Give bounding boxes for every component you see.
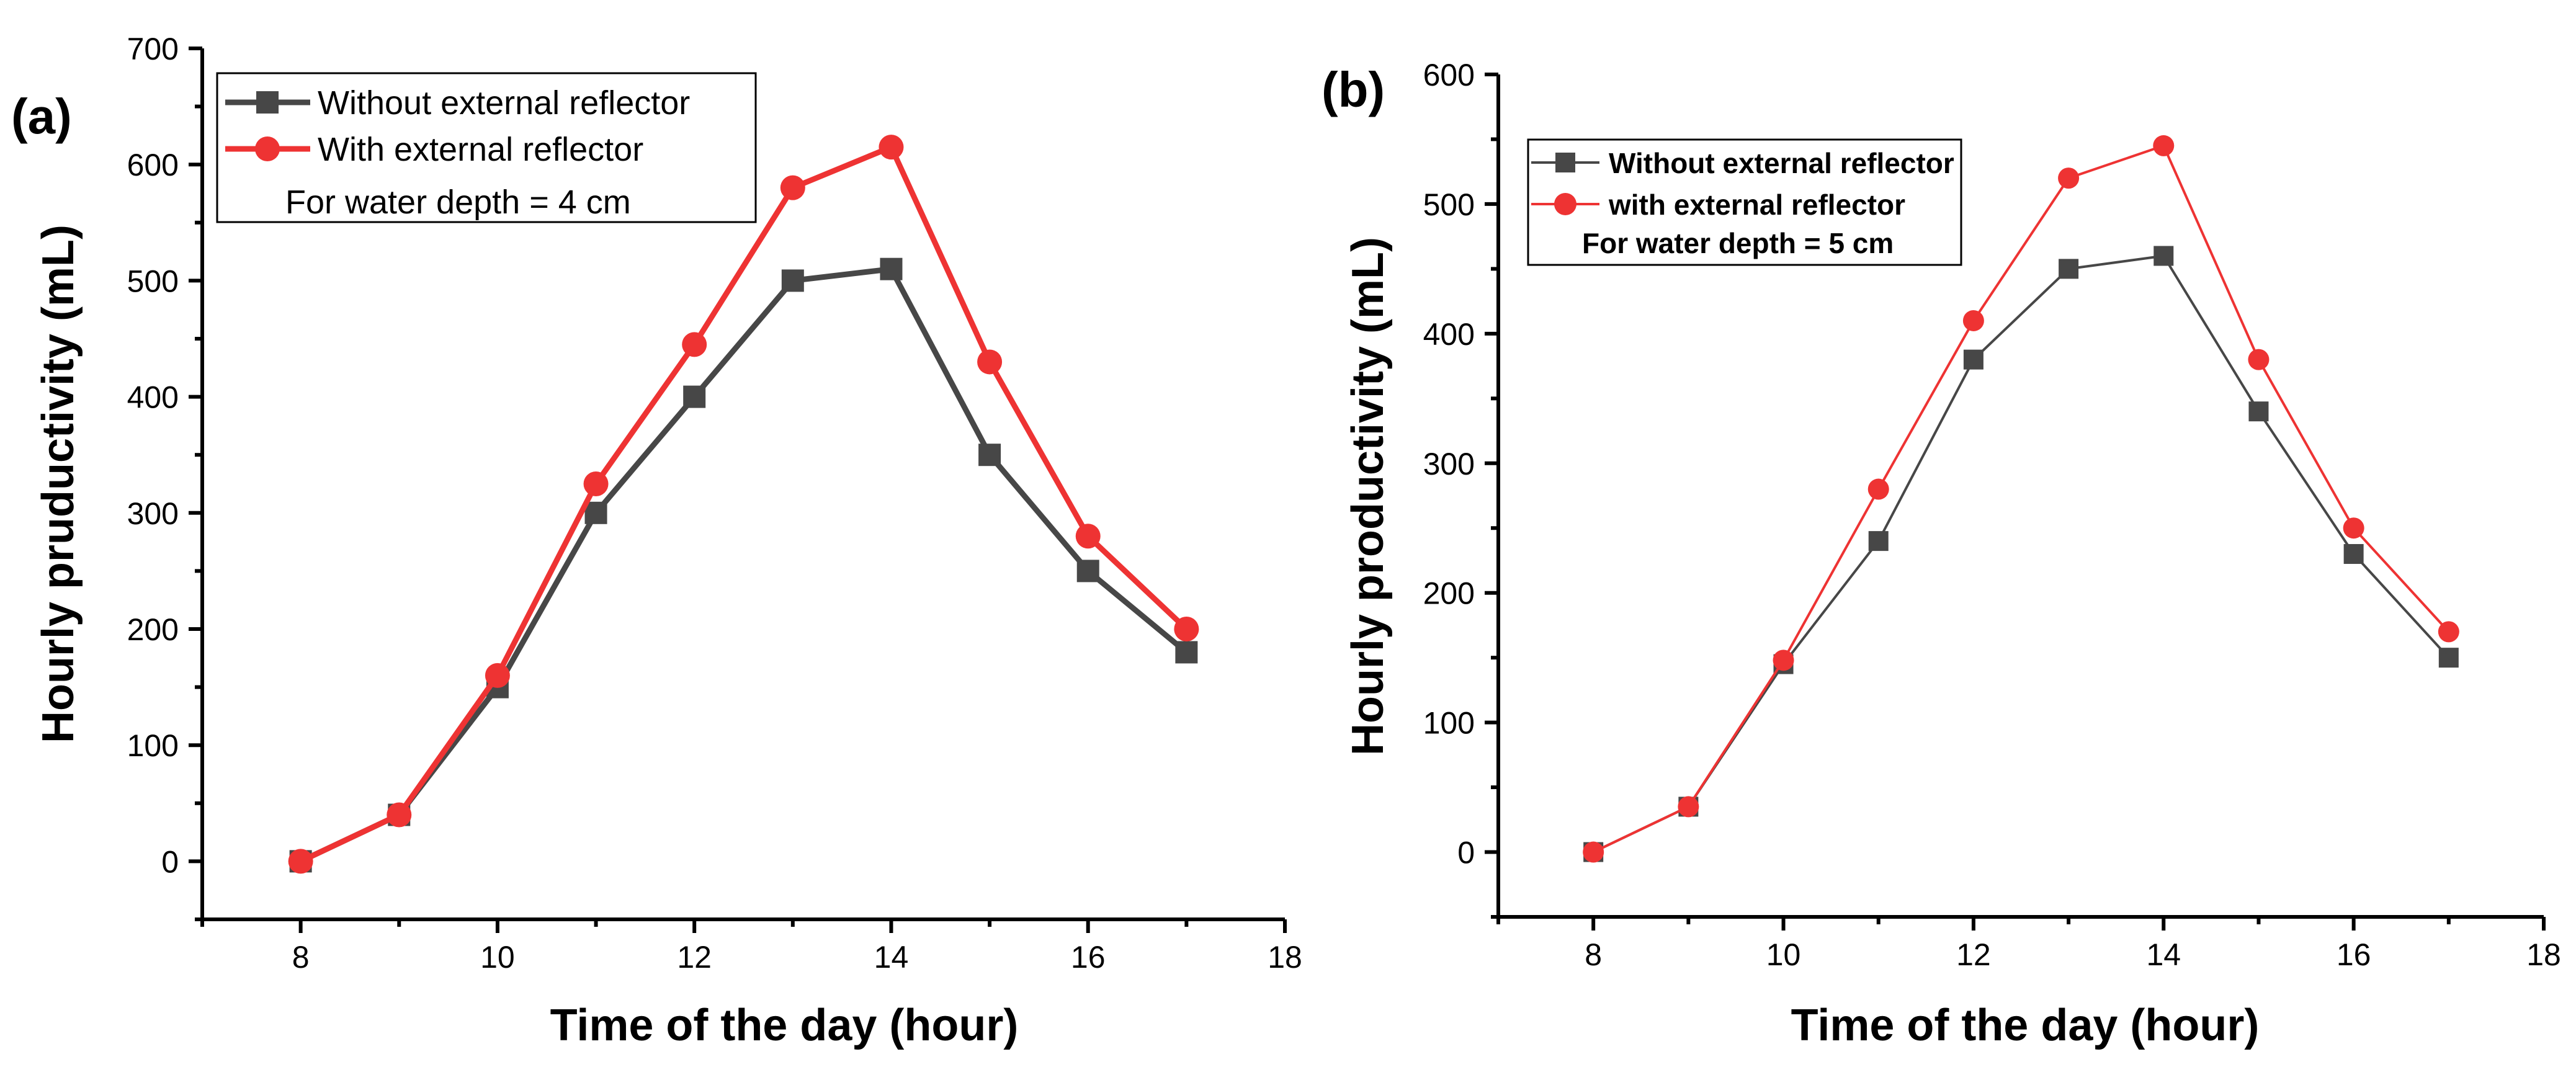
legend-note-b: For water depth = 5 cm (1582, 227, 1894, 259)
y-axis-title-a: Hourly pruductivity (mL) (34, 225, 83, 743)
y-tick-label-b-500: 500 (1423, 187, 1475, 222)
legend-marker-b-1 (1554, 193, 1576, 215)
panel-label-b: (b) (1322, 62, 1385, 117)
data-point-a-0-11 (584, 501, 607, 524)
data-point-b-0-16 (2343, 544, 2364, 565)
legend-box-b (1527, 138, 1962, 266)
legend-label-a-1: With external reflector (318, 131, 643, 168)
data-point-b-1-14 (2153, 135, 2175, 156)
data-point-a-1-14 (879, 135, 904, 160)
legend-label-a-0: Without external reflector (318, 84, 690, 122)
data-point-a-1-13 (780, 175, 805, 200)
tick-labels-b: 8 10 12 14 16 18 0 100 200 300 400 500 600 (1423, 58, 2561, 972)
y-tick-label-a-600: 600 (127, 148, 179, 182)
y-tick-label-b-600: 600 (1423, 58, 1475, 92)
y-tick-label-a-300: 300 (127, 496, 179, 531)
data-point-a-0-12 (683, 385, 706, 408)
x-axis-title-a: Time of the day (hour) (550, 1001, 1019, 1050)
series-a (288, 135, 1199, 874)
data-point-a-0-13 (781, 269, 804, 292)
legend-a: Without external reflector With external… (216, 72, 757, 223)
x-tick-label-a-8: 8 (292, 940, 310, 975)
data-point-a-1-8 (288, 849, 313, 874)
axes-a (200, 48, 1285, 921)
data-point-a-0-17 (1175, 641, 1198, 664)
y-tick-label-a-400: 400 (127, 380, 179, 415)
data-point-b-1-17 (2438, 621, 2459, 643)
x-tick-label-b-10: 10 (1766, 937, 1801, 972)
x-tick-label-b-12: 12 (1956, 937, 1991, 972)
y-axis-title-b: Hourly productivity (mL) (1343, 237, 1393, 756)
y-tick-label-b-300: 300 (1423, 447, 1475, 481)
x-tick-label-b-8: 8 (1585, 937, 1602, 972)
y-tick-label-a-500: 500 (127, 264, 179, 298)
x-tick-label-a-12: 12 (677, 940, 712, 975)
data-point-b-0-14 (2153, 246, 2174, 266)
x-tick-label-b-14: 14 (2146, 937, 2181, 972)
data-point-b-0-15 (2248, 401, 2269, 422)
series-line-a-1 (299, 144, 1189, 864)
x-tick-label-a-16: 16 (1071, 940, 1106, 975)
axes-b (1496, 74, 2544, 919)
data-point-a-1-17 (1174, 617, 1199, 641)
series-b (1583, 135, 2459, 863)
series-line-a-0 (299, 266, 1189, 864)
data-point-b-0-17 (2438, 648, 2459, 668)
data-point-a-1-15 (977, 349, 1003, 375)
legend-marker-b-0 (1555, 153, 1575, 172)
legend-b: Without external reflector with external… (1527, 138, 1962, 266)
ticks-a (189, 47, 1287, 933)
data-point-b-0-13 (2059, 259, 2079, 279)
x-tick-label-a-14: 14 (874, 940, 909, 975)
legend-label-b-0: Without external reflector (1609, 147, 1954, 179)
data-point-b-0-11 (1868, 531, 1889, 551)
data-point-b-0-12 (1963, 349, 1983, 370)
series-line-b-0 (1593, 254, 2450, 854)
tick-labels-a: 8 10 12 14 16 18 0 100 200 300 400 500 600 700 (127, 32, 1302, 975)
legend-note-a: For water depth = 4 cm (285, 184, 631, 221)
data-point-b-1-10 (1773, 650, 1794, 671)
y-tick-label-b-0: 0 (1457, 836, 1475, 870)
legend-marker-a-1 (255, 136, 280, 161)
x-tick-label-b-16: 16 (2337, 937, 2371, 972)
data-point-b-1-15 (2248, 349, 2270, 370)
data-point-a-1-9 (387, 802, 412, 828)
x-tick-label-b-18: 18 (2526, 937, 2561, 972)
x-axis-title-b: Time of the day (hour) (1791, 1001, 2260, 1050)
chart-panel-a: (a) Hourly pruductivity (mL) Time of the… (11, 32, 1302, 1050)
y-tick-label-b-100: 100 (1423, 706, 1475, 741)
data-point-a-1-16 (1075, 524, 1101, 549)
data-point-b-1-16 (2343, 517, 2364, 539)
y-tick-label-a-700: 700 (127, 32, 179, 66)
x-tick-label-a-18: 18 (1268, 940, 1302, 975)
y-tick-label-b-200: 200 (1423, 576, 1475, 611)
data-point-a-1-11 (583, 471, 609, 496)
data-point-a-1-12 (682, 332, 707, 357)
data-point-b-1-8 (1583, 841, 1604, 863)
data-point-a-0-15 (978, 444, 1001, 467)
series-line-b-1 (1593, 144, 2450, 854)
y-tick-label-a-100: 100 (127, 728, 179, 763)
data-point-a-0-16 (1076, 560, 1099, 583)
legend-marker-a-0 (256, 91, 279, 114)
data-point-a-0-14 (880, 257, 903, 280)
x-tick-label-a-10: 10 (480, 940, 515, 975)
y-tick-label-a-200: 200 (127, 612, 179, 647)
data-point-b-1-11 (1867, 478, 1889, 500)
legend-label-b-1: with external reflector (1608, 189, 1905, 221)
data-point-b-1-9 (1678, 796, 1699, 818)
data-point-b-1-13 (2058, 167, 2080, 189)
panel-label-a: (a) (11, 89, 72, 144)
y-tick-label-a-0: 0 (161, 844, 179, 879)
chart-panel-b: (b) Hourly productivity (mL) Time of the… (1322, 58, 2561, 1050)
data-point-a-1-10 (485, 663, 510, 688)
data-point-b-1-12 (1962, 310, 1984, 331)
y-tick-label-b-400: 400 (1423, 317, 1475, 352)
